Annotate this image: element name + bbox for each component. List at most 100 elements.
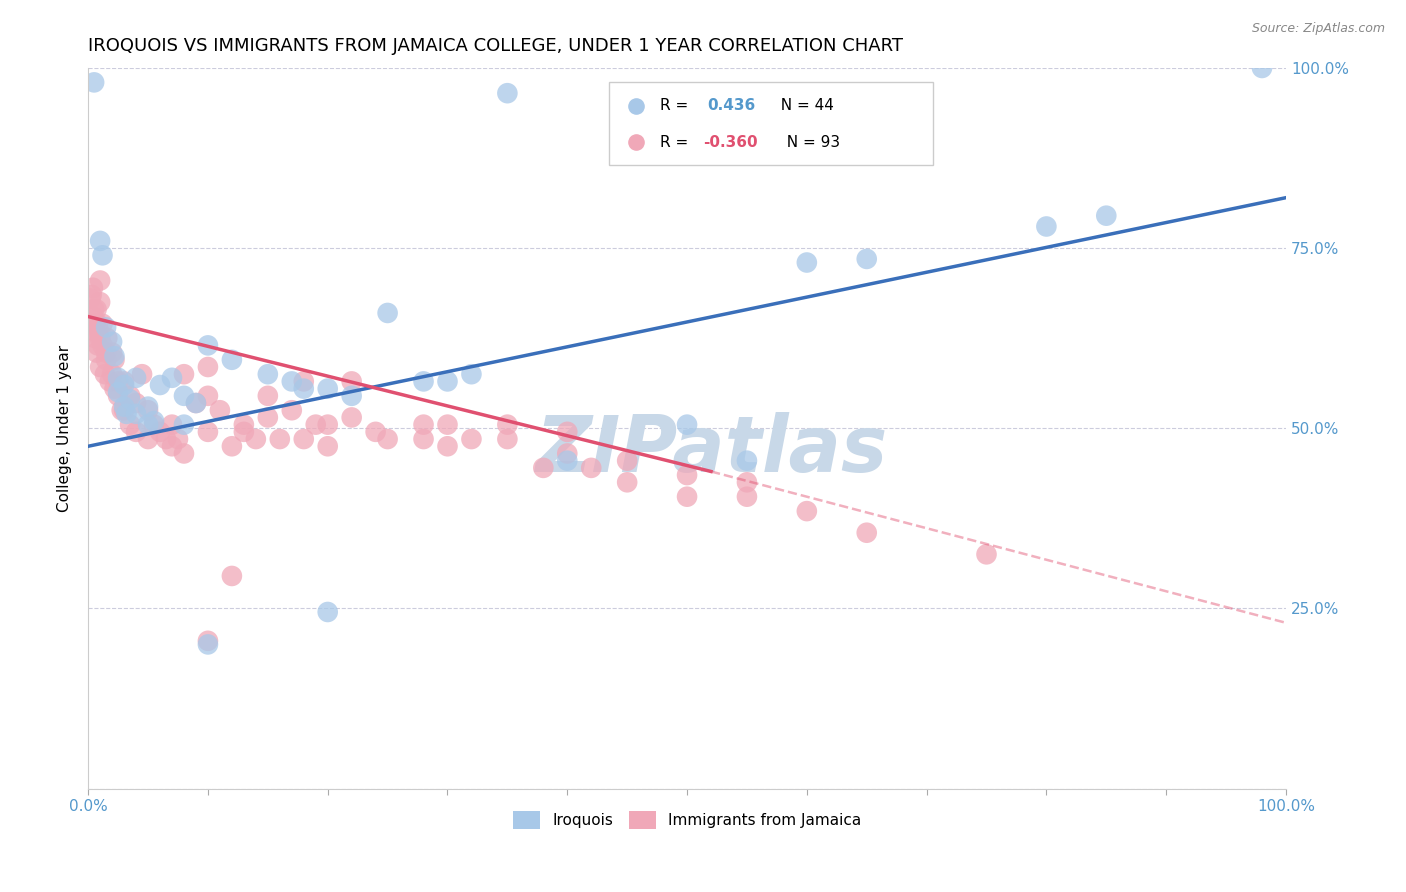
Point <box>796 504 818 518</box>
Point <box>89 273 111 287</box>
Point <box>221 569 243 583</box>
Text: IROQUOIS VS IMMIGRANTS FROM JAMAICA COLLEGE, UNDER 1 YEAR CORRELATION CHART: IROQUOIS VS IMMIGRANTS FROM JAMAICA COLL… <box>89 37 903 55</box>
Point <box>94 345 117 359</box>
Point <box>79 292 101 306</box>
Point <box>555 425 578 439</box>
Point <box>173 417 195 432</box>
Point <box>136 432 159 446</box>
Point <box>173 389 195 403</box>
Point <box>160 439 183 453</box>
Point <box>131 368 153 382</box>
Legend: Iroquois, Immigrants from Jamaica: Iroquois, Immigrants from Jamaica <box>506 805 868 835</box>
Y-axis label: College, Under 1 year: College, Under 1 year <box>58 344 72 512</box>
Point <box>555 446 578 460</box>
Point <box>136 417 159 432</box>
Point <box>82 281 104 295</box>
Point <box>107 385 129 400</box>
Point <box>232 417 254 432</box>
Point <box>855 525 877 540</box>
Point <box>94 368 117 382</box>
Point <box>184 396 207 410</box>
Point <box>676 417 699 432</box>
Point <box>232 425 254 439</box>
Point <box>94 320 117 334</box>
Point <box>281 375 304 389</box>
Point <box>89 331 111 345</box>
Point <box>91 317 114 331</box>
Point <box>197 425 219 439</box>
Point <box>143 417 166 432</box>
Point <box>197 637 219 651</box>
Point <box>316 417 339 432</box>
Point <box>86 345 108 359</box>
Point <box>616 475 638 490</box>
Point <box>136 403 159 417</box>
Point <box>89 295 111 310</box>
Point <box>269 432 291 446</box>
Point <box>143 414 166 428</box>
Point <box>460 432 482 446</box>
Text: 0.436: 0.436 <box>707 98 755 113</box>
Point <box>149 378 172 392</box>
Point <box>136 400 159 414</box>
Point <box>87 317 110 331</box>
Text: N = 93: N = 93 <box>778 135 839 150</box>
Point <box>676 490 699 504</box>
Point <box>316 382 339 396</box>
Point <box>676 468 699 483</box>
Point <box>208 403 231 417</box>
Point <box>735 475 758 490</box>
Text: -0.360: -0.360 <box>703 135 758 150</box>
Point <box>83 324 105 338</box>
Point <box>364 425 387 439</box>
Point <box>1035 219 1057 234</box>
Point <box>1095 209 1118 223</box>
Point <box>120 417 142 432</box>
Point <box>149 425 172 439</box>
Point <box>436 439 458 453</box>
Text: N = 44: N = 44 <box>770 98 834 113</box>
Point <box>155 432 177 446</box>
Point <box>735 490 758 504</box>
Point <box>83 75 105 89</box>
Point <box>103 349 125 363</box>
Point <box>103 352 125 367</box>
Point <box>855 252 877 266</box>
Point <box>125 396 148 410</box>
Point <box>292 382 315 396</box>
Point <box>340 410 363 425</box>
Point <box>107 375 129 389</box>
Point <box>197 338 219 352</box>
Point <box>316 605 339 619</box>
Point <box>120 392 142 407</box>
Point <box>377 432 399 446</box>
Point <box>340 389 363 403</box>
Point <box>292 375 315 389</box>
Point <box>412 417 434 432</box>
Point <box>531 461 554 475</box>
Point <box>96 331 118 345</box>
Point <box>82 310 104 324</box>
Point <box>167 432 190 446</box>
Point <box>245 432 267 446</box>
Point <box>91 248 114 262</box>
Point <box>256 368 278 382</box>
Point <box>316 439 339 453</box>
Point <box>1251 61 1274 75</box>
Text: ZIPatlas: ZIPatlas <box>534 412 887 488</box>
Point <box>496 86 519 100</box>
Point <box>436 375 458 389</box>
Point <box>624 135 647 149</box>
Point <box>555 453 578 467</box>
Point <box>173 368 195 382</box>
Point <box>197 389 219 403</box>
Point <box>221 439 243 453</box>
Point <box>496 432 519 446</box>
Point <box>460 368 482 382</box>
Point <box>86 302 108 317</box>
Point <box>160 371 183 385</box>
Point <box>115 407 138 421</box>
Point <box>84 331 107 345</box>
Point <box>120 389 142 403</box>
Point <box>101 345 124 359</box>
